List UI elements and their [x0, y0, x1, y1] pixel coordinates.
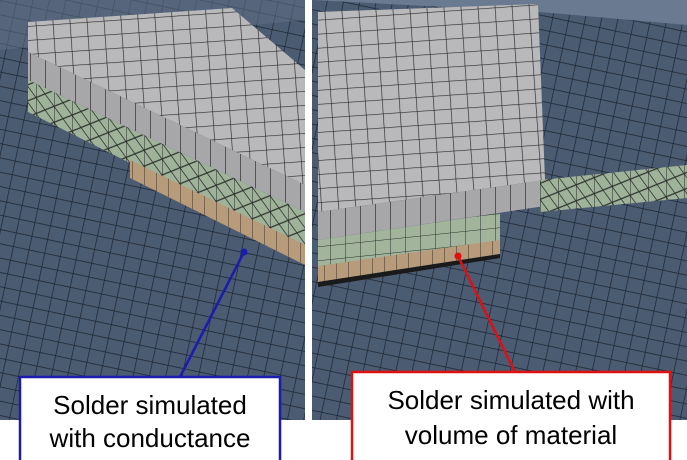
callout-text: volume of material	[405, 420, 617, 450]
leader-dot	[241, 249, 248, 256]
right-panel	[312, 0, 687, 420]
left-panel	[0, 0, 305, 420]
callout-text: with conductance	[49, 423, 251, 453]
callout-text: Solder simulated	[53, 390, 247, 420]
callout-text: Solder simulated with	[387, 385, 634, 415]
top-face	[318, 4, 545, 212]
figure: Solder simulated with conductance Solder…	[0, 0, 687, 460]
panel-gap	[305, 0, 312, 460]
leader-dot	[455, 253, 462, 260]
